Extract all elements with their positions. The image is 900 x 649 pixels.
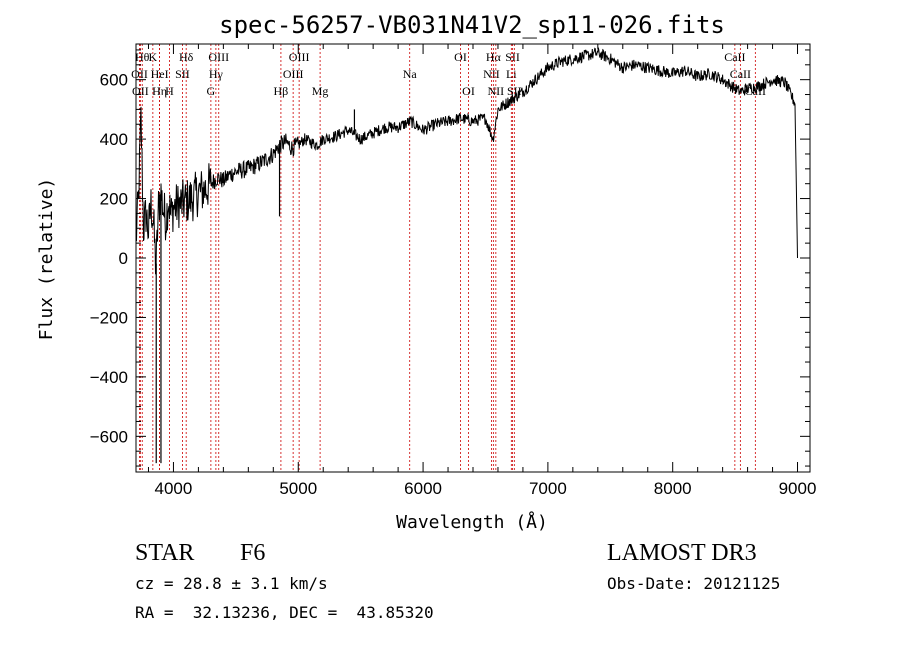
- spectral-line-label: CaII: [730, 67, 751, 81]
- x-tick-label: 8000: [654, 479, 692, 498]
- observation-date: Obs-Date: 20121125: [607, 574, 781, 593]
- spectral-line-label: Li: [506, 67, 517, 81]
- spectral-line-label: SII: [505, 50, 520, 64]
- chart-title: spec-56257-VB031N41V2_sp11-026.fits: [219, 11, 725, 39]
- spectral-line-label: SII: [175, 67, 190, 81]
- plot-area: [135, 47, 798, 464]
- spectral-line-label: G: [207, 84, 216, 98]
- flux-series-line: [135, 47, 798, 275]
- spectral-line-label: OII: [131, 67, 148, 81]
- spectral-line-label: Hβ: [274, 84, 289, 98]
- spectral-line-label: OIII: [208, 50, 229, 64]
- y-tick-label: 600: [100, 71, 128, 90]
- spectral-line-label: Mg: [312, 84, 329, 98]
- x-tick-label: 9000: [779, 479, 817, 498]
- x-tick-label: 7000: [529, 479, 567, 498]
- axis-ticks: 4000 5000 6000 7000 8000 9000 −600 −400 −200 0 200…: [90, 44, 817, 498]
- spectral-line-label: H: [165, 84, 174, 98]
- spectral-line-markers: HθOIIOIIKHeIHηHSIIHδGHγOIIIHβOIIIOIIIMgN…: [131, 44, 766, 472]
- object-class: STAR: [135, 540, 195, 566]
- x-tick-label: 5000: [279, 479, 317, 498]
- spectral-line-label: Hγ: [209, 67, 224, 81]
- spectral-line-label: OI: [462, 84, 475, 98]
- coordinates: RA = 32.13236, DEC = 43.85320: [135, 603, 434, 622]
- x-axis-label: Wavelength (Å): [396, 511, 548, 533]
- spectral-line-label: Hα: [486, 50, 502, 64]
- spectrum-chart: spec-56257-VB031N41V2_sp11-026.fits Hθ OI…: [36, 11, 817, 533]
- redshift-cz: cz = 28.8 ± 3.1 km/s: [135, 574, 328, 593]
- y-tick-label: 0: [119, 249, 128, 268]
- survey-name: LAMOST DR3: [607, 540, 757, 566]
- plot-frame: [135, 43, 811, 473]
- spectral-line-label: Hη: [152, 84, 167, 98]
- spectral-line-label: OIII: [283, 67, 304, 81]
- spectral-line-label: Hδ: [179, 50, 194, 64]
- y-tick-label: −200: [90, 308, 128, 327]
- y-axis-label: Flux (relative): [36, 178, 57, 341]
- spectral-line-label: Na: [403, 67, 418, 81]
- object-subclass: F6: [240, 540, 266, 566]
- spectral-line-label: OIII: [289, 50, 310, 64]
- x-tick-label: 4000: [155, 479, 193, 498]
- y-tick-label: 400: [100, 130, 128, 149]
- y-tick-label: −400: [90, 368, 128, 387]
- x-tick-label: 6000: [404, 479, 442, 498]
- y-tick-label: −600: [90, 427, 128, 446]
- spectral-line-label: NII: [488, 84, 505, 98]
- y-tick-label: 200: [100, 190, 128, 209]
- spectral-line-label: Hθ: [135, 50, 150, 64]
- spectral-line-label: CaII: [724, 50, 745, 64]
- spectral-line-label: NII: [483, 67, 500, 81]
- spectral-line-label: OII: [132, 84, 149, 98]
- spectral-line-label: OI: [454, 50, 467, 64]
- spectral-line-label: K: [149, 50, 158, 64]
